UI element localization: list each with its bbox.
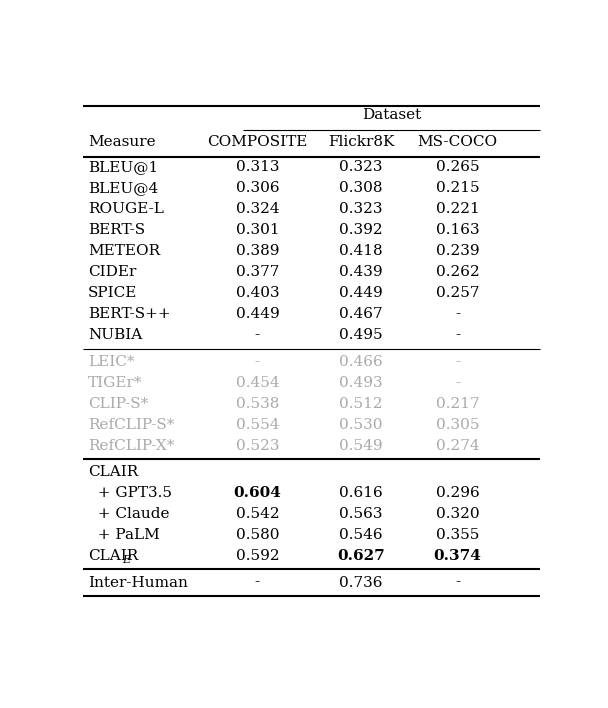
Text: NUBIA: NUBIA <box>88 329 142 343</box>
Text: 0.308: 0.308 <box>339 181 383 195</box>
Text: 0.324: 0.324 <box>235 202 279 217</box>
Text: 0.323: 0.323 <box>339 161 383 174</box>
Text: COMPOSITE: COMPOSITE <box>207 135 308 149</box>
Text: 0.512: 0.512 <box>339 396 383 411</box>
Text: 0.554: 0.554 <box>236 418 279 432</box>
Text: BERT-S: BERT-S <box>88 224 145 237</box>
Text: 0.374: 0.374 <box>434 549 482 563</box>
Text: CLAIR: CLAIR <box>88 465 138 479</box>
Text: 0.736: 0.736 <box>339 576 383 590</box>
Text: 0.580: 0.580 <box>236 528 279 542</box>
Text: E: E <box>122 556 130 566</box>
Text: 0.563: 0.563 <box>339 507 383 521</box>
Text: TIGEr*: TIGEr* <box>88 376 142 389</box>
Text: Dataset: Dataset <box>362 108 421 122</box>
Text: 0.592: 0.592 <box>235 549 279 563</box>
Text: 0.320: 0.320 <box>436 507 480 521</box>
Text: 0.163: 0.163 <box>436 224 480 237</box>
Text: BERT-S++: BERT-S++ <box>88 307 170 321</box>
Text: 0.549: 0.549 <box>339 439 383 452</box>
Text: 0.239: 0.239 <box>436 244 480 258</box>
Text: RefCLIP-X*: RefCLIP-X* <box>88 439 174 452</box>
Text: BLEU@4: BLEU@4 <box>88 181 158 195</box>
Text: 0.538: 0.538 <box>236 396 279 411</box>
Text: 0.306: 0.306 <box>235 181 279 195</box>
Text: + GPT3.5: + GPT3.5 <box>88 486 172 500</box>
Text: RefCLIP-S*: RefCLIP-S* <box>88 418 174 432</box>
Text: 0.389: 0.389 <box>236 244 279 258</box>
Text: -: - <box>455 329 460 343</box>
Text: 0.449: 0.449 <box>235 307 279 321</box>
Text: -: - <box>255 576 260 590</box>
Text: 0.265: 0.265 <box>436 161 480 174</box>
Text: METEOR: METEOR <box>88 244 160 258</box>
Text: MS-COCO: MS-COCO <box>418 135 498 149</box>
Text: -: - <box>455 576 460 590</box>
Text: CIDEr: CIDEr <box>88 266 136 280</box>
Text: ROUGE-L: ROUGE-L <box>88 202 164 217</box>
Text: CLAIR: CLAIR <box>88 549 138 563</box>
Text: 0.403: 0.403 <box>235 286 279 300</box>
Text: 0.616: 0.616 <box>339 486 383 500</box>
Text: 0.215: 0.215 <box>436 181 480 195</box>
Text: 0.466: 0.466 <box>339 355 383 369</box>
Text: -: - <box>455 376 460 389</box>
Text: 0.377: 0.377 <box>236 266 279 280</box>
Text: 0.627: 0.627 <box>337 549 385 563</box>
Text: -: - <box>455 307 460 321</box>
Text: LEIC*: LEIC* <box>88 355 134 369</box>
Text: 0.418: 0.418 <box>339 244 383 258</box>
Text: 0.449: 0.449 <box>339 286 383 300</box>
Text: Measure: Measure <box>88 135 156 149</box>
Text: 0.355: 0.355 <box>436 528 479 542</box>
Text: 0.305: 0.305 <box>436 418 480 432</box>
Text: 0.323: 0.323 <box>339 202 383 217</box>
Text: 0.296: 0.296 <box>436 486 480 500</box>
Text: 0.454: 0.454 <box>235 376 279 389</box>
Text: BLEU@1: BLEU@1 <box>88 161 158 174</box>
Text: 0.221: 0.221 <box>436 202 480 217</box>
Text: -: - <box>255 355 260 369</box>
Text: 0.257: 0.257 <box>436 286 480 300</box>
Text: 0.467: 0.467 <box>339 307 383 321</box>
Text: Inter-Human: Inter-Human <box>88 576 188 590</box>
Text: 0.546: 0.546 <box>339 528 383 542</box>
Text: + Claude: + Claude <box>88 507 169 521</box>
Text: 0.604: 0.604 <box>233 486 282 500</box>
Text: 0.313: 0.313 <box>236 161 279 174</box>
Text: 0.217: 0.217 <box>436 396 480 411</box>
Text: -: - <box>455 355 460 369</box>
Text: CLIP-S*: CLIP-S* <box>88 396 148 411</box>
Text: 0.392: 0.392 <box>339 224 383 237</box>
Text: 0.530: 0.530 <box>339 418 383 432</box>
Text: 0.262: 0.262 <box>436 266 480 280</box>
Text: 0.542: 0.542 <box>235 507 279 521</box>
Text: + PaLM: + PaLM <box>88 528 159 542</box>
Text: Flickr8K: Flickr8K <box>328 135 394 149</box>
Text: 0.495: 0.495 <box>339 329 383 343</box>
Text: SPICE: SPICE <box>88 286 137 300</box>
Text: 0.274: 0.274 <box>436 439 480 452</box>
Text: 0.439: 0.439 <box>339 266 383 280</box>
Text: 0.523: 0.523 <box>236 439 279 452</box>
Text: -: - <box>255 329 260 343</box>
Text: 0.301: 0.301 <box>235 224 279 237</box>
Text: 0.493: 0.493 <box>339 376 383 389</box>
